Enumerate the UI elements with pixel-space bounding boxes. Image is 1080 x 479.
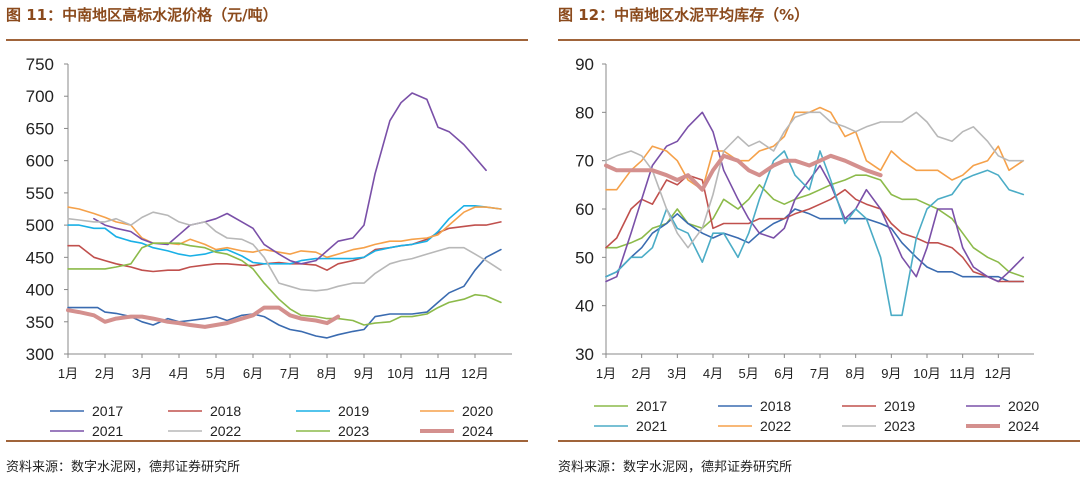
legend-label-2019: 2019 <box>884 398 915 414</box>
y-tick-label: 700 <box>26 87 54 106</box>
series-line-2024 <box>604 153 883 192</box>
x-tick-label: 2月 <box>632 366 652 381</box>
x-tick-label: 9月 <box>354 366 374 381</box>
x-tick-label: 8月 <box>317 366 337 381</box>
legend-label-2019: 2019 <box>338 403 369 419</box>
series-line-2020 <box>67 206 502 259</box>
x-tick-label: 10月 <box>913 366 940 381</box>
x-tick-label: 7月 <box>280 366 300 381</box>
left-chart-svg: 300 350 400 450 500 550 600 650 700 750 1月 2月 3月 4月 5月… <box>26 55 512 439</box>
x-tick-label: 3月 <box>667 366 687 381</box>
y-tick-label: 60 <box>575 200 594 219</box>
legend-label-2024: 2024 <box>1008 418 1039 434</box>
legend-label-2024: 2024 <box>462 423 493 439</box>
series-line-2022 <box>67 211 502 292</box>
series-line-2017 <box>605 174 1025 278</box>
legend-label-2020: 2020 <box>462 403 493 419</box>
series-line-2019 <box>67 205 502 265</box>
legend-label-2017: 2017 <box>92 403 123 419</box>
x-tick-label: 6月 <box>243 366 263 381</box>
x-tick-label: 4月 <box>169 366 189 381</box>
x-tick-label: 9月 <box>881 366 901 381</box>
series-line-2023 <box>605 111 1025 249</box>
legend-label-2022: 2022 <box>760 418 791 434</box>
y-tick-label: 400 <box>26 281 54 300</box>
legend-label-2021: 2021 <box>92 423 123 439</box>
y-tick-label: 450 <box>26 248 54 267</box>
x-tick-label: 6月 <box>774 366 794 381</box>
x-tick-label: 11月 <box>425 366 452 381</box>
x-tick-label: 2月 <box>95 366 115 381</box>
left-bottom-rule <box>6 440 528 442</box>
legend-label-2023: 2023 <box>338 423 369 439</box>
x-tick-label: 5月 <box>739 366 759 381</box>
right-bottom-rule <box>558 440 1080 442</box>
y-tick-label: 40 <box>575 297 594 316</box>
x-tick-label: 8月 <box>846 366 866 381</box>
x-tick-label: 3月 <box>132 366 152 381</box>
series-line-2017 <box>67 248 502 339</box>
legend-label-2018: 2018 <box>210 403 241 419</box>
legend-label-2021: 2021 <box>636 418 667 434</box>
series-line-2024 <box>66 305 341 329</box>
x-tick-label: 4月 <box>703 366 723 381</box>
x-tick-label: 5月 <box>206 366 226 381</box>
x-tick-label: 1月 <box>58 366 78 381</box>
legend-label-2023: 2023 <box>884 418 915 434</box>
x-tick-label: 12月 <box>985 366 1012 381</box>
series-line-2023 <box>67 242 502 326</box>
y-tick-label: 80 <box>575 103 594 122</box>
left-chart-source: 资料来源：数字水泥网，德邦证券研究所 <box>6 460 241 475</box>
right-chart-svg: 30 40 50 60 70 80 90 1月 2月 3月 4月 5月 6月 7月 8月 9月 10月 11月 12… <box>575 55 1039 434</box>
y-tick-label: 90 <box>575 55 594 74</box>
right-chart-title: 图 12：中南地区水泥平均库存（%） <box>558 6 810 24</box>
series-line-2019 <box>605 174 1025 283</box>
left-top-rule <box>6 39 528 41</box>
y-tick-label: 350 <box>26 313 54 332</box>
x-tick-label: 12月 <box>461 366 488 381</box>
series-line-2018 <box>605 208 1025 283</box>
y-tick-label: 300 <box>26 345 54 364</box>
x-tick-label: 7月 <box>810 366 830 381</box>
legend-label-2017: 2017 <box>636 398 667 414</box>
y-tick-label: 750 <box>26 55 54 74</box>
x-tick-label: 10月 <box>387 366 414 381</box>
right-top-rule <box>558 39 1080 41</box>
legend-label-2022: 2022 <box>210 423 241 439</box>
y-tick-label: 600 <box>26 152 54 171</box>
y-tick-label: 650 <box>26 119 54 138</box>
y-tick-label: 550 <box>26 184 54 203</box>
legend-label-2018: 2018 <box>760 398 791 414</box>
x-tick-label: 1月 <box>596 366 616 381</box>
y-tick-label: 30 <box>575 345 594 364</box>
y-tick-label: 500 <box>26 216 54 235</box>
y-tick-label: 50 <box>575 248 594 267</box>
left-chart-panel: 图 11：中南地区高标水泥价格（元/吨） 300 350 400 450 500 550 6… <box>0 0 528 479</box>
y-tick-label: 70 <box>575 152 594 171</box>
right-chart-panel: 图 12：中南地区水泥平均库存（%） 30 40 50 60 70 80 90 1月 2月 3月 4… <box>552 0 1080 479</box>
series-line-2021 <box>605 150 1025 317</box>
right-chart-source: 资料来源：数字水泥网，德邦证券研究所 <box>558 460 793 475</box>
legend-label-2020: 2020 <box>1008 398 1039 414</box>
series-line-2022 <box>605 106 1025 191</box>
left-chart-title: 图 11：中南地区高标水泥价格（元/吨） <box>6 6 278 24</box>
x-tick-label: 11月 <box>949 366 976 381</box>
